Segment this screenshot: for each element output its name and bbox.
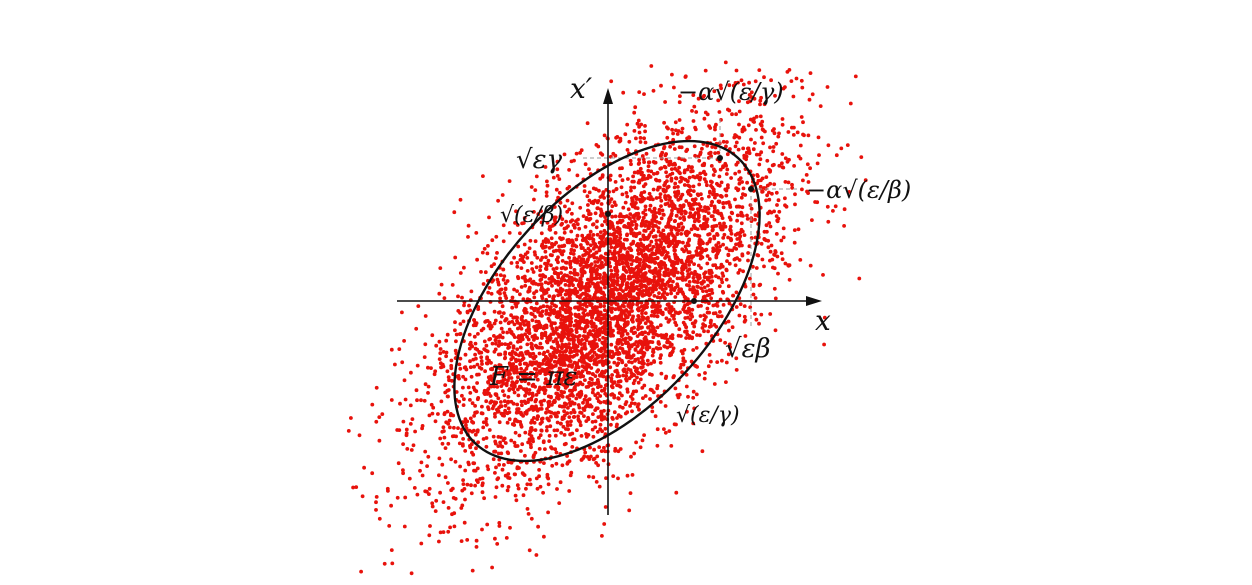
y-axis-label: x′	[570, 72, 593, 105]
x-axis-arrow	[806, 296, 822, 306]
label-area: F = πε	[489, 362, 577, 392]
label-y-intercept: √(ε/β)	[500, 203, 563, 228]
point-top-max	[717, 155, 723, 161]
point-x-intercept	[691, 298, 697, 304]
x-axis-label: x	[815, 304, 831, 337]
emittance-ellipse	[453, 139, 761, 463]
particle-cloud	[346, 60, 868, 576]
point-y-intercept	[605, 211, 611, 217]
label-top-max-x: −α√(ε/γ)	[678, 78, 784, 106]
point-right-max	[748, 186, 754, 192]
label-right-max-y: −α√(ε/β)	[806, 176, 911, 204]
y-axis-arrow	[603, 88, 613, 104]
label-top-max-y: √εγ	[516, 145, 563, 175]
label-x-intercept: √(ε/γ)	[676, 403, 740, 428]
label-right-max-x: √εβ	[725, 334, 771, 364]
